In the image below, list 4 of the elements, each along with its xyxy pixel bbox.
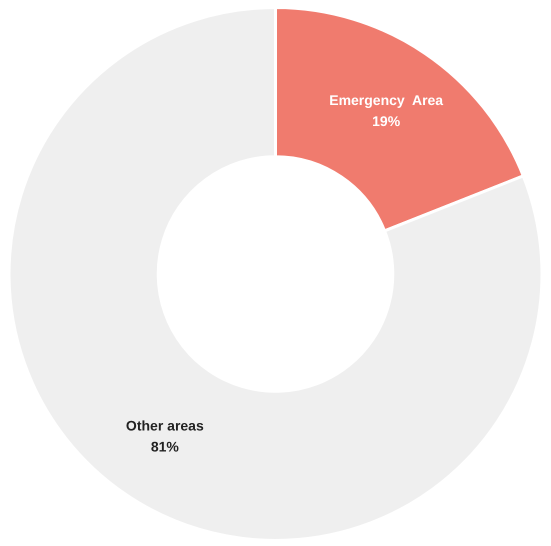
- slice-label: Emergency Area: [329, 92, 444, 108]
- slice-label: Other areas: [126, 418, 204, 434]
- data-label: 19%: [372, 113, 401, 130]
- data-label: 81%: [150, 438, 180, 455]
